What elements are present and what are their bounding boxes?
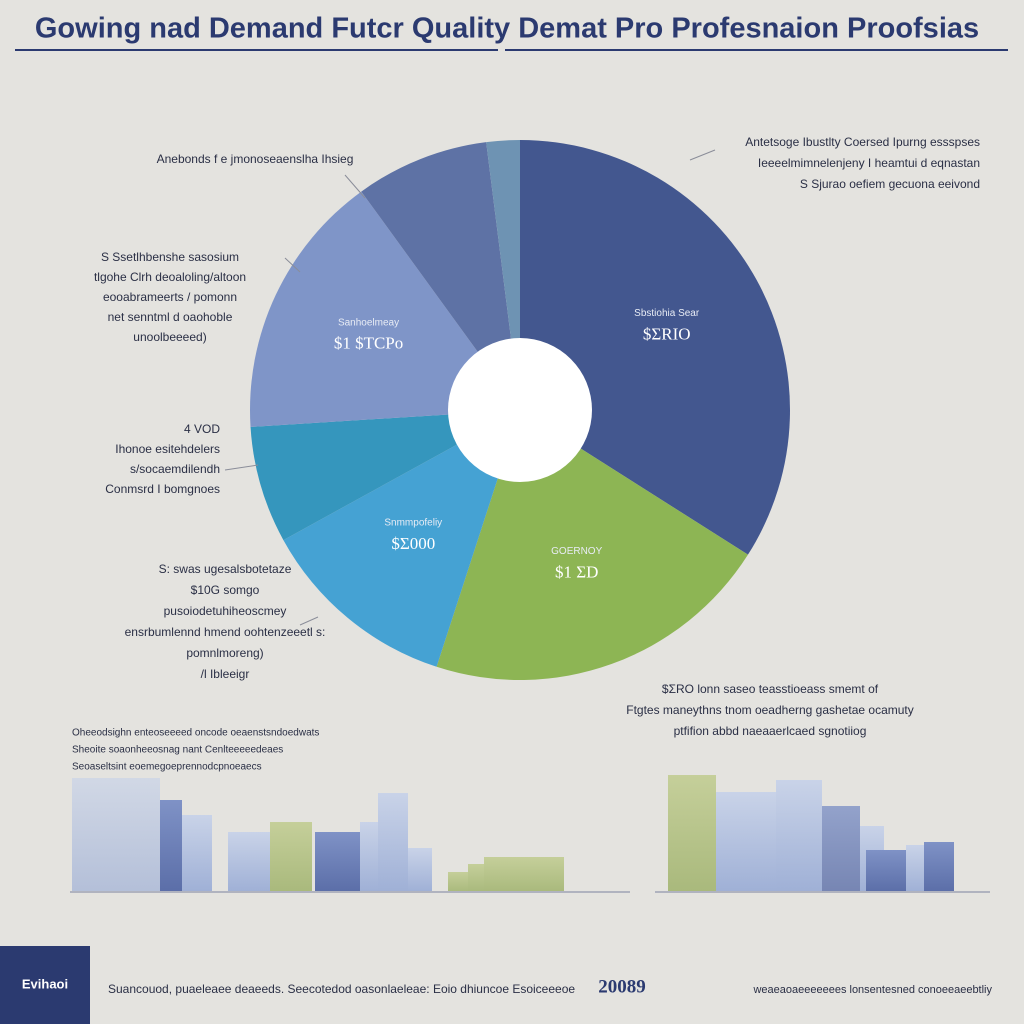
callout-line: Ihonoe esitehdelers [115, 442, 220, 456]
skyline-block [160, 800, 182, 892]
callout-line: net senntml d oaohoble [108, 310, 233, 324]
slice [520, 140, 790, 555]
callout-line: Oheeodsighn enteoseeeed oncode oeaenstsn… [72, 728, 319, 739]
skyline-block [716, 792, 776, 892]
callout-line: Anebonds f e jmonoseaenslha Ihsieg [157, 152, 354, 166]
skyline-block [270, 822, 312, 892]
logo-box [0, 946, 90, 1024]
callout-line: eooabrameerts / pomonn [103, 290, 237, 304]
callout-line: $10G somgo [191, 583, 260, 597]
skyline-block [776, 780, 822, 892]
footer-text: Suancouod, puaeleaee deaeeds. Seecotedod… [108, 982, 575, 996]
leader-line [284, 257, 301, 273]
callout-line: S Sjurao oefiem gecuona eeivond [800, 177, 980, 191]
skyline-block [182, 815, 212, 892]
callout-line: tlgohe Clrh deoaloling/altoon [94, 270, 246, 284]
callout-line: s/socaemdilendh [130, 462, 220, 476]
slice-label: $Σ000 [391, 534, 435, 553]
slice-label: $1 ΣD [555, 562, 598, 581]
skyline-block [866, 850, 906, 892]
leader-line [224, 464, 259, 471]
donut: Sbstiohia Sear $ΣRIO GOERNOY $1 ΣD Snmmpofel… [249, 140, 790, 680]
callout-line: unoolbeeeed) [133, 330, 206, 344]
slice-category: Sanhoelmeay [338, 317, 399, 328]
skyline-block [408, 848, 432, 892]
chart-title: Gowing nad Demand Futcr Quality Demat Pr… [35, 13, 979, 45]
callout-line: Seoaseltsint eoemegoeprennodcpnoeaecs [72, 762, 262, 773]
skyline-block [315, 832, 360, 892]
callout-line: S Ssetlhbenshe sasosium [101, 250, 239, 264]
slice-category: Sbstiohia Sear [634, 308, 700, 319]
slice-category: Snmmpofeliy [384, 518, 442, 529]
leader-line [689, 149, 716, 161]
footer-note: weaeaoaeeeeeees lonsentesned conoeeaeebt… [752, 984, 992, 996]
skyline-block [924, 842, 954, 892]
skyline-block [360, 822, 378, 892]
callout-line: ptfifion abbd naeaaerlcaed sgnotiiog [674, 724, 867, 738]
skyline-block [468, 864, 488, 892]
skyline-block [228, 832, 270, 892]
callout-line: ensrbumlennd hmend oohtenzeeetl s: [125, 625, 326, 639]
skyline-block [484, 857, 564, 892]
donut-hole [448, 338, 592, 482]
slice [283, 410, 520, 667]
skyline [70, 775, 990, 893]
callout-line: Sheoite soaonheeosnag nant Cenlteeeeedea… [72, 745, 283, 756]
skyline-block [72, 778, 160, 892]
callout-line: /l Ibleeigr [201, 667, 250, 681]
callout-line: 4 VOD [184, 422, 220, 436]
slice [249, 191, 520, 427]
slice-category: GOERNOY [551, 546, 602, 557]
slice-label: $ΣRIO [643, 324, 691, 343]
leader-line [344, 174, 366, 199]
callout-line: $ΣRO lonn saseo teasstioeass smemt of [662, 682, 879, 696]
callout-line: Ieeeelmimnelenjeny I heamtui d eqnastan [758, 156, 980, 170]
callout-line: S: swas ugesalsbotetaze [159, 562, 292, 576]
footer-year: 20089 [598, 976, 646, 997]
skyline-block [448, 872, 468, 892]
slice [250, 410, 520, 541]
callout-line: pusoiodetuhiheoscmey [164, 604, 287, 618]
callout-line: Ftgtes maneythns tnom oeadherng gashetae… [626, 703, 914, 717]
slice-label: $1 $TCPo [334, 334, 403, 353]
leader-line [299, 616, 319, 626]
skyline-block [378, 793, 408, 892]
logo-text: Evihaoi [22, 976, 68, 991]
callout-line: pomnlmoreng) [186, 646, 263, 660]
skyline-block [668, 775, 716, 892]
callout-line: Antetsoge Ibustlty Coersed Ipurng esssps… [745, 135, 980, 149]
slice [361, 142, 520, 410]
skyline-block [822, 806, 860, 892]
skyline-block [906, 845, 928, 892]
callout-line: Conmsrd I bomgnoes [105, 482, 220, 496]
